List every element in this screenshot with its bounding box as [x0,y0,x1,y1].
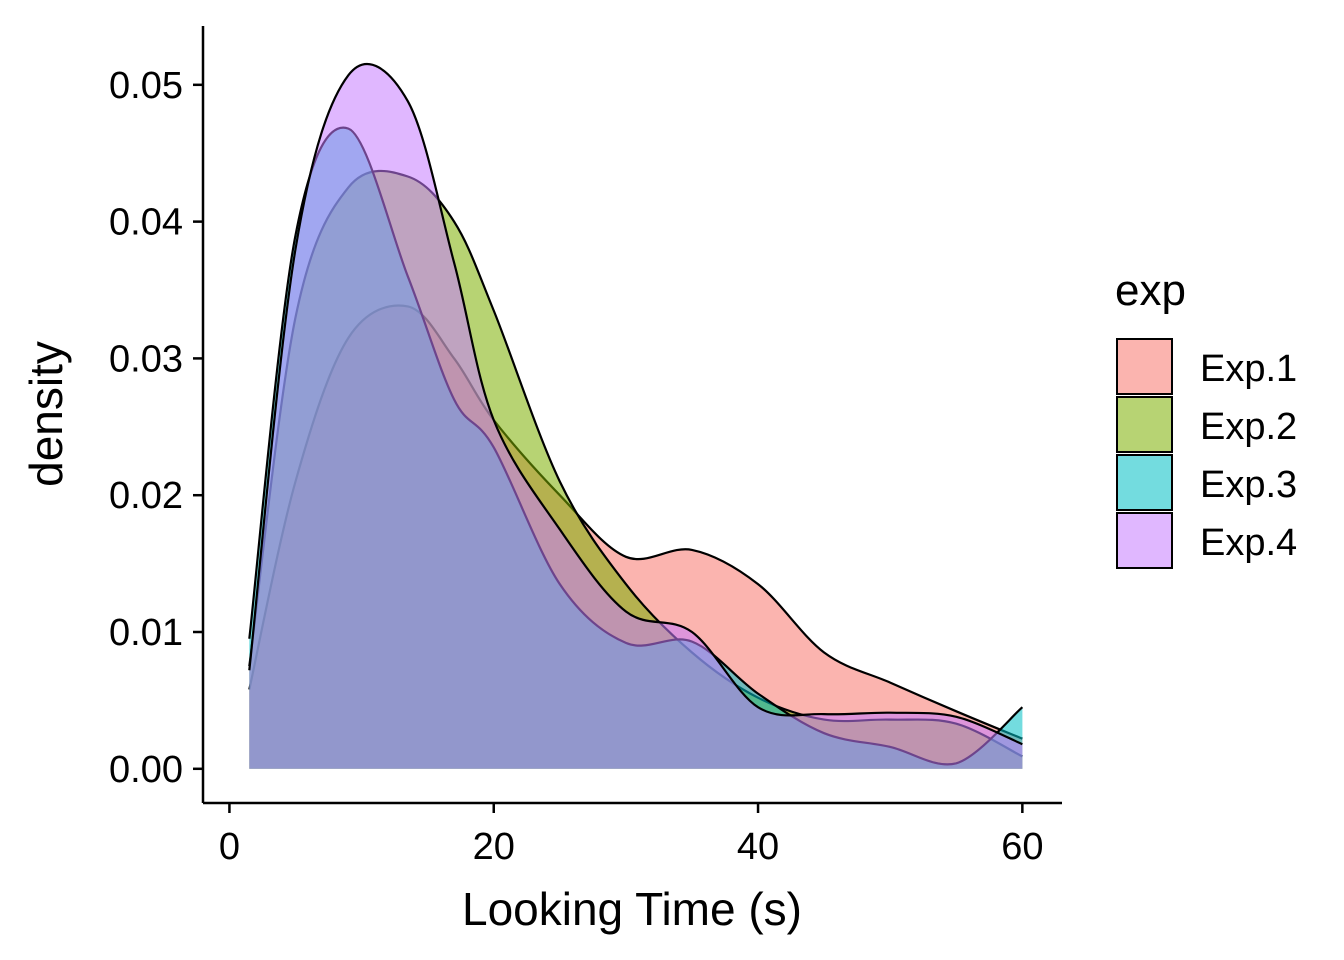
density-line-exp-4 [248,62,1023,746]
y-tick-label: 0.04 [109,202,183,244]
legend-swatch-exp-1 [1116,338,1173,395]
density-areas [248,62,1024,769]
x-axis-title: Looking Time (s) [462,883,802,935]
x-ticks: 0 20 40 60 [219,803,1043,868]
legend-title: exp [1115,266,1186,315]
y-axis-title: density [20,341,72,487]
y-tick-label: 0.00 [109,749,183,791]
y-ticks: 0.00 0.01 0.02 0.03 0.04 0.05 [109,65,203,791]
y-tick-label: 0.02 [109,475,183,517]
y-tick-label: 0.05 [109,65,183,107]
y-tick-label: 0.01 [109,612,183,654]
density-area-exp-4 [249,64,1023,769]
legend-label-exp-4: Exp.4 [1200,522,1297,564]
axes [201,26,1062,805]
legend-label-exp-1: Exp.1 [1200,348,1297,390]
legend-swatch-exp-3 [1116,454,1173,511]
legend-label-exp-3: Exp.3 [1200,464,1297,506]
legend-swatch-exp-2 [1116,396,1173,453]
legend: exp Exp.1 Exp.2 Exp.3 Exp.4 [1115,266,1297,569]
legend-label-exp-2: Exp.2 [1200,406,1297,448]
x-tick-label: 60 [1001,826,1043,868]
x-tick-label: 20 [473,826,515,868]
x-tick-label: 40 [737,826,779,868]
x-tick-label: 0 [219,826,240,868]
legend-swatch-exp-4 [1116,512,1173,569]
y-tick-label: 0.03 [109,338,183,380]
